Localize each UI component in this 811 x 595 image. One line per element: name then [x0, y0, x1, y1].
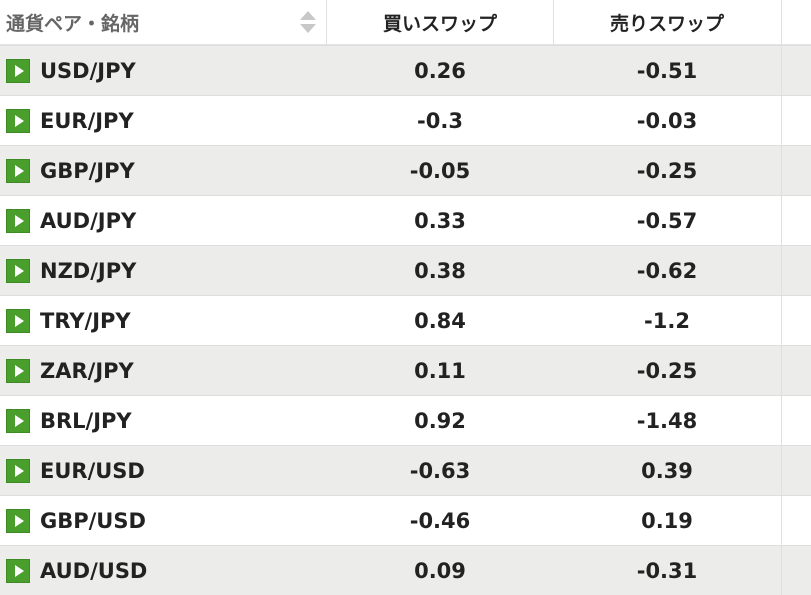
sell-swap-value: 0.39	[641, 458, 693, 483]
table-row: TRY/JPY 0.84 -1.2	[0, 295, 811, 345]
play-icon[interactable]	[6, 208, 30, 233]
buy-swap-value: 0.09	[414, 558, 466, 583]
table-row: ZAR/JPY 0.11 -0.25	[0, 345, 811, 395]
table-row: GBP/JPY -0.05 -0.25	[0, 145, 811, 195]
column-header-buy-swap[interactable]: 買いスワップ	[327, 0, 553, 44]
table-row: EUR/JPY -0.3 -0.03	[0, 95, 811, 145]
play-icon[interactable]	[6, 408, 30, 433]
play-icon[interactable]	[6, 108, 30, 133]
pair-cell[interactable]: NZD/JPY	[6, 246, 326, 295]
buy-swap-value: 0.33	[414, 208, 466, 233]
buy-swap-value: 0.38	[414, 258, 466, 283]
pair-name[interactable]: NZD/JPY	[40, 258, 137, 283]
pair-cell[interactable]: EUR/JPY	[6, 96, 326, 145]
sell-swap-value: -0.51	[636, 58, 698, 83]
buy-swap-value: 0.84	[414, 308, 466, 333]
column-divider	[326, 0, 327, 45]
play-icon[interactable]	[6, 258, 30, 283]
buy-swap-value: -0.3	[417, 108, 463, 133]
pair-name[interactable]: EUR/USD	[40, 458, 145, 483]
pair-name[interactable]: BRL/JPY	[40, 408, 132, 433]
pair-cell[interactable]: USD/JPY	[6, 46, 326, 95]
play-icon[interactable]	[6, 158, 30, 183]
pair-cell[interactable]: EUR/USD	[6, 446, 326, 495]
play-icon[interactable]	[6, 458, 30, 483]
pair-name[interactable]: USD/JPY	[40, 58, 136, 83]
play-icon[interactable]	[6, 308, 30, 333]
pair-name[interactable]: AUD/JPY	[40, 208, 137, 233]
pair-name[interactable]: AUD/USD	[40, 558, 148, 583]
column-header-buy-swap-label: 買いスワップ	[382, 12, 497, 35]
play-icon[interactable]	[6, 508, 30, 533]
sell-swap-value: -0.57	[636, 208, 698, 233]
table-row: AUD/USD 0.09 -0.31	[0, 545, 811, 595]
pair-cell[interactable]: AUD/JPY	[6, 196, 326, 245]
sell-swap-value: -0.62	[636, 258, 698, 283]
table-row: GBP/USD -0.46 0.19	[0, 495, 811, 545]
pair-cell[interactable]: BRL/JPY	[6, 396, 326, 445]
column-header-sell-swap-label: 売りスワップ	[609, 12, 724, 35]
pair-name[interactable]: TRY/JPY	[40, 308, 131, 333]
pair-name[interactable]: GBP/USD	[40, 508, 146, 533]
sell-swap-value: -0.25	[636, 158, 698, 183]
table-right-border	[781, 0, 782, 595]
column-header-sell-swap[interactable]: 売りスワップ	[554, 0, 780, 44]
sell-swap-value: -1.48	[636, 408, 698, 433]
buy-swap-value: 0.26	[414, 58, 466, 83]
pair-cell[interactable]: GBP/JPY	[6, 146, 326, 195]
table-row: NZD/JPY 0.38 -0.62	[0, 245, 811, 295]
pair-cell[interactable]: ZAR/JPY	[6, 346, 326, 395]
table-row: EUR/USD -0.63 0.39	[0, 445, 811, 495]
column-header-pair[interactable]: 通貨ペア・銘柄	[6, 0, 326, 44]
pair-name[interactable]: GBP/JPY	[40, 158, 135, 183]
sort-icon[interactable]	[298, 10, 318, 36]
play-icon[interactable]	[6, 558, 30, 583]
pair-name[interactable]: ZAR/JPY	[40, 358, 134, 383]
table-row: BRL/JPY 0.92 -1.48	[0, 395, 811, 445]
buy-swap-value: 0.11	[414, 358, 466, 383]
pair-cell[interactable]: AUD/USD	[6, 546, 326, 595]
sell-swap-value: 0.19	[641, 508, 693, 533]
buy-swap-value: 0.92	[414, 408, 466, 433]
pair-cell[interactable]: TRY/JPY	[6, 296, 326, 345]
table-row: USD/JPY 0.26 -0.51	[0, 45, 811, 95]
buy-swap-value: -0.63	[409, 458, 471, 483]
play-icon[interactable]	[6, 358, 30, 383]
column-header-pair-label: 通貨ペア・銘柄	[6, 12, 140, 35]
table-row: AUD/JPY 0.33 -0.57	[0, 195, 811, 245]
sell-swap-value: -0.31	[636, 558, 698, 583]
play-icon[interactable]	[6, 58, 30, 83]
table-header: 通貨ペア・銘柄 買いスワップ 売りスワップ	[0, 0, 811, 45]
buy-swap-value: -0.46	[409, 508, 471, 533]
pair-cell[interactable]: GBP/USD	[6, 496, 326, 545]
sell-swap-value: -0.03	[636, 108, 698, 133]
sell-swap-value: -0.25	[636, 358, 698, 383]
pair-name[interactable]: EUR/JPY	[40, 108, 134, 133]
sell-swap-value: -1.2	[644, 308, 690, 333]
buy-swap-value: -0.05	[409, 158, 471, 183]
column-divider	[553, 0, 554, 45]
